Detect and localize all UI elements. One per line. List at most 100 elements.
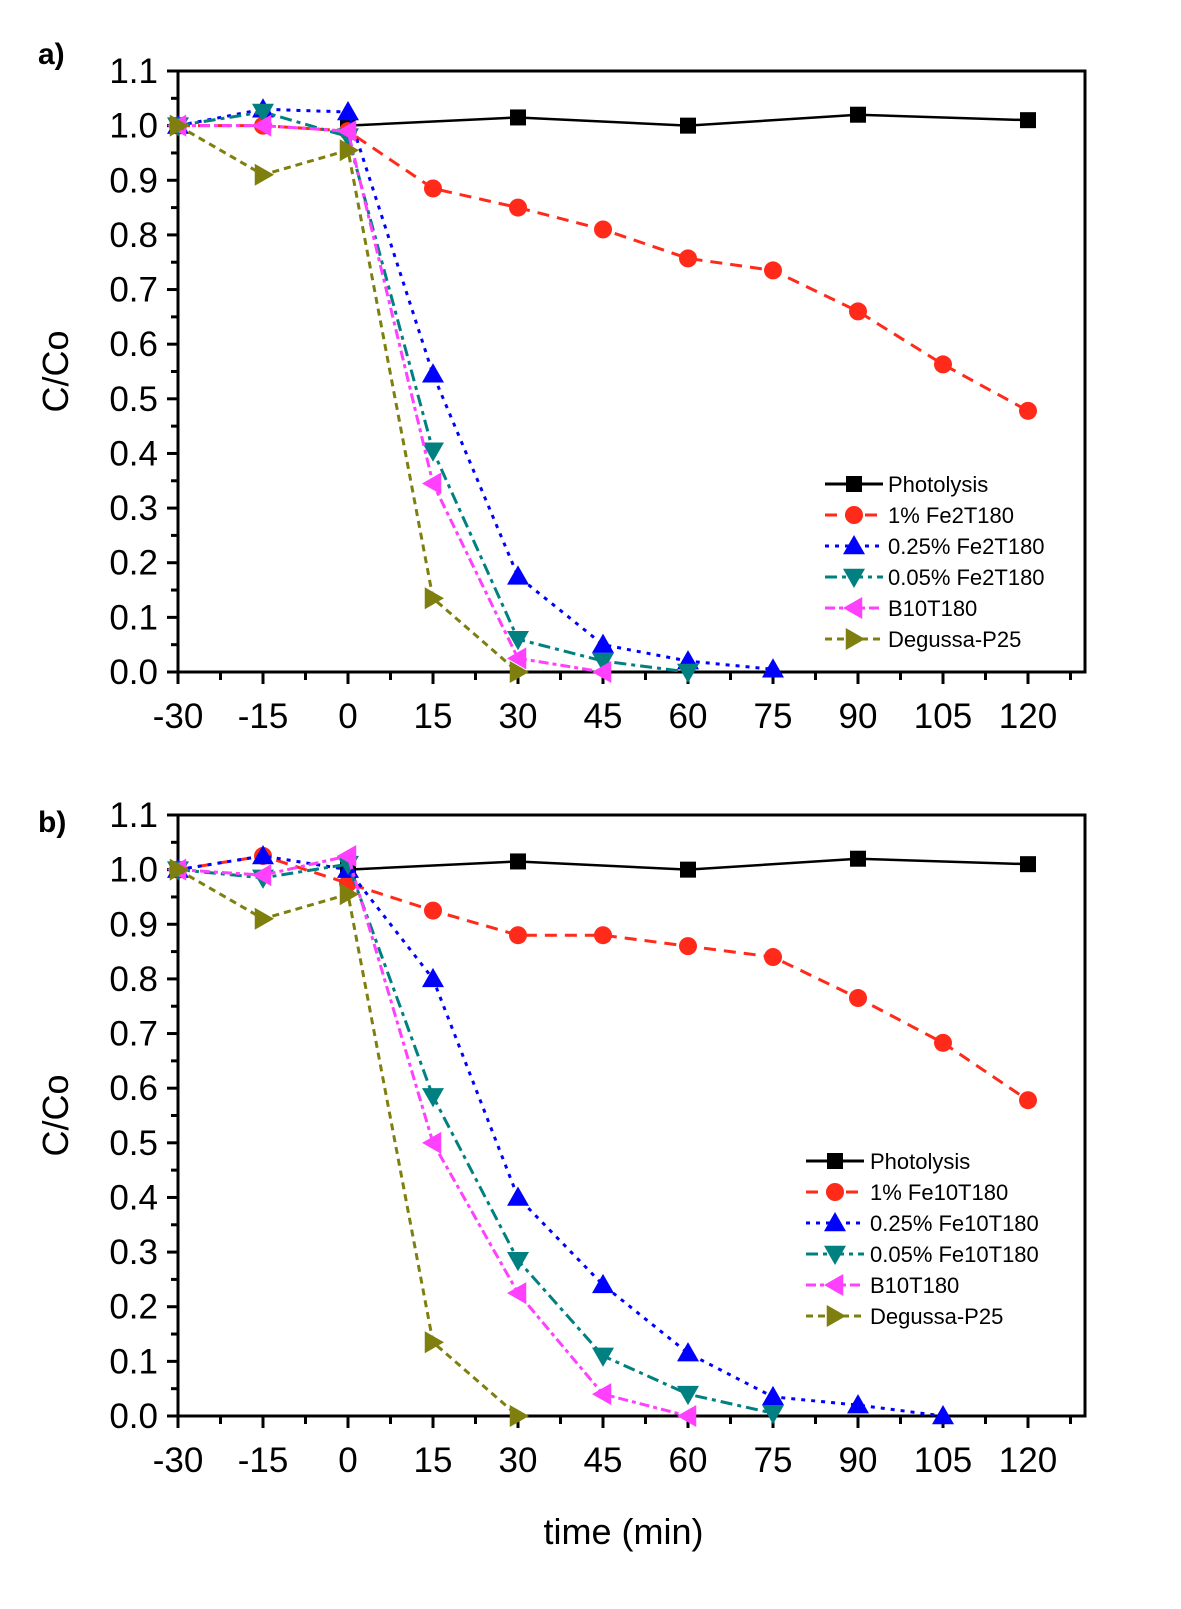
- data-point: [339, 883, 359, 906]
- data-point: [507, 1186, 529, 1206]
- data-point: [1019, 401, 1037, 420]
- data-point: [252, 103, 274, 123]
- data-point: [169, 858, 189, 881]
- data-point: [847, 1394, 869, 1414]
- panel-label: a): [38, 38, 65, 71]
- data-point: [254, 907, 274, 930]
- series-degussa-p25: [169, 858, 529, 1427]
- y-tick-label: 0.4: [109, 1178, 158, 1217]
- data-point: [762, 1405, 784, 1425]
- data-point: [680, 117, 696, 134]
- legend-marker: [843, 568, 865, 588]
- x-tick-label: -30: [153, 697, 204, 736]
- legend-marker: [845, 628, 865, 650]
- y-tick-label: 0.2: [109, 1288, 158, 1327]
- data-point: [424, 1331, 444, 1354]
- data-point: [592, 633, 614, 653]
- y-tick-label: 0.0: [109, 653, 158, 692]
- legend: Photolysis 1% Fe10T180 0.25% Fe10T180 0.05%…: [806, 1149, 1039, 1329]
- chart-panel-a: 0.0 0.1 0.2 0.3 0.4 0.5 0.6 0.7 0.8 0.9 1.0 1.1 -30-…: [35, 38, 1087, 736]
- series-0-25-fe10t180: [167, 844, 954, 1425]
- x-tick-label: -15: [238, 697, 289, 736]
- y-tick-label: 0.2: [109, 544, 158, 583]
- data-point: [1019, 1091, 1037, 1110]
- x-tick-label: 75: [754, 1441, 793, 1480]
- data-point: [1020, 112, 1036, 129]
- y-tick-label: 1.1: [109, 52, 158, 91]
- data-point: [849, 989, 867, 1008]
- x-tick-label: 75: [754, 697, 793, 736]
- data-point: [677, 663, 699, 683]
- series-line: [177, 854, 944, 1418]
- legend-marker: [845, 506, 863, 524]
- series-line: [177, 862, 774, 1415]
- data-point: [679, 937, 697, 956]
- legend-label: Degussa-P25: [870, 1304, 1003, 1329]
- panel-label: b): [38, 806, 66, 839]
- data-point: [507, 1282, 527, 1305]
- data-point: [594, 220, 612, 239]
- series-b10t180: [167, 844, 697, 1427]
- x-tick-label: 15: [414, 1441, 453, 1480]
- legend-marker: [826, 1183, 844, 1201]
- series-1-fe10t180: [169, 846, 1037, 1110]
- x-tick-label: -15: [238, 1441, 289, 1480]
- data-point: [422, 1088, 444, 1108]
- data-point: [337, 120, 357, 143]
- data-point: [424, 179, 442, 198]
- y-tick-label: 1.0: [109, 851, 158, 890]
- legend-label: 1% Fe10T180: [870, 1180, 1008, 1205]
- y-tick-label: 0.3: [109, 1233, 158, 1272]
- data-point: [509, 1405, 529, 1427]
- y-tick-label: 1.0: [109, 107, 158, 146]
- y-tick-label: 0.7: [109, 271, 158, 310]
- chart-panel-b: 0.0 0.1 0.2 0.3 0.4 0.5 0.6 0.7 0.8 0.9 1.0 1.1 -30-…: [35, 796, 1087, 1552]
- series-line: [178, 124, 604, 674]
- series-line: [177, 124, 519, 674]
- data-point: [932, 1405, 954, 1425]
- data-point: [422, 967, 444, 988]
- data-point: [169, 114, 189, 137]
- legend-marker: [843, 535, 865, 555]
- series-photolysis: [340, 850, 1036, 878]
- data-point: [422, 472, 442, 495]
- data-point: [254, 163, 274, 186]
- y-axis-title: C/Co: [35, 1074, 76, 1156]
- data-point: [507, 630, 529, 651]
- data-point: [509, 926, 527, 945]
- data-point: [339, 139, 359, 162]
- x-tick-label: 60: [669, 1441, 708, 1480]
- data-point: [510, 109, 526, 126]
- data-point: [507, 565, 529, 585]
- series-b10t180: [167, 114, 612, 683]
- x-tick-label: 0: [338, 1441, 357, 1480]
- y-tick-label: 0.4: [109, 434, 158, 473]
- x-tick-label: 45: [584, 697, 623, 736]
- x-tick-label: 120: [999, 1441, 1057, 1480]
- data-point: [679, 249, 697, 268]
- legend-marker: [824, 1274, 844, 1296]
- x-tick-label: 120: [999, 697, 1057, 736]
- data-point: [509, 661, 529, 683]
- legend-label: B10T180: [888, 596, 977, 621]
- data-point: [507, 647, 527, 670]
- data-point: [677, 1385, 699, 1406]
- data-point: [764, 261, 782, 280]
- legend-marker: [824, 1212, 846, 1232]
- data-point: [422, 1131, 442, 1154]
- series-line: [178, 124, 1029, 413]
- data-point: [252, 114, 272, 137]
- data-point: [422, 363, 444, 383]
- y-tick-label: 0.5: [109, 380, 158, 419]
- x-tick-label: 90: [839, 697, 878, 736]
- series-line: [177, 854, 689, 1418]
- legend-label: 1% Fe2T180: [888, 503, 1014, 528]
- y-tick-label: 1.1: [109, 796, 158, 835]
- series-1-fe2t180: [169, 116, 1037, 420]
- legend: Photolysis 1% Fe2T180 0.25% Fe2T180 0.05% F…: [825, 472, 1045, 652]
- x-tick-label: 45: [584, 1441, 623, 1480]
- legend-label: 0.25% Fe10T180: [870, 1211, 1039, 1236]
- y-tick-label: 0.9: [109, 905, 158, 944]
- y-tick-label: 0.6: [109, 325, 158, 364]
